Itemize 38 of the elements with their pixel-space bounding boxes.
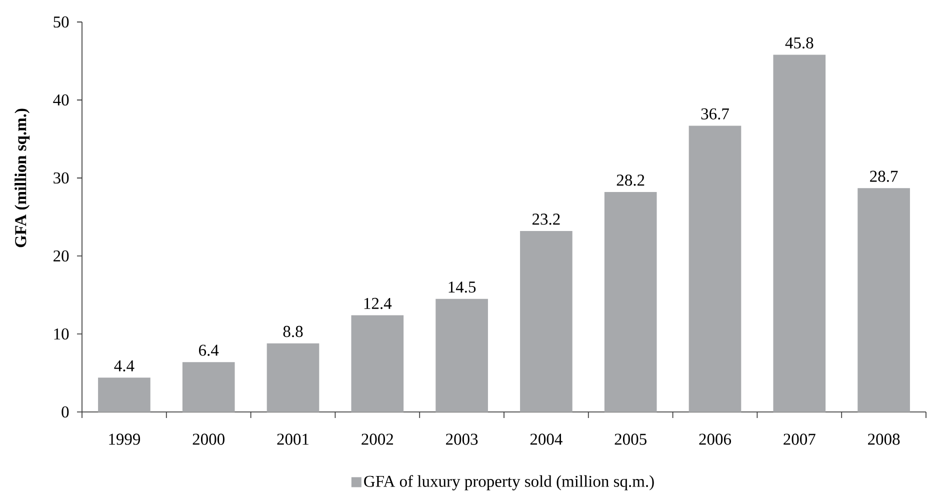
x-tick-label: 2007: [784, 434, 816, 445]
y-tick-label: 20: [54, 250, 69, 262]
bar: [98, 378, 150, 412]
bar: [266, 343, 320, 412]
bar: [351, 315, 404, 412]
x-tick-label: 2008: [868, 434, 900, 445]
x-tick-label: 2003: [446, 434, 478, 445]
data-label: 36.7: [701, 108, 729, 120]
x-tick-label: 2005: [614, 434, 646, 445]
y-tick-label: 50: [54, 16, 69, 28]
data-label: 8.8: [283, 326, 303, 338]
data-label: 14.5: [448, 282, 476, 293]
x-tick-label: 2004: [530, 434, 562, 445]
legend-label: GFA of luxury property sold (million sq.m.): [364, 475, 654, 490]
x-tick-label: 1999: [109, 434, 140, 445]
bar: [604, 192, 657, 412]
bar: [688, 126, 742, 412]
data-label: 45.8: [785, 37, 814, 49]
data-label: 12.4: [364, 298, 392, 310]
data-label: 28.2: [616, 174, 644, 186]
data-label: 23.2: [532, 214, 560, 225]
x-tick-label: 2006: [699, 434, 732, 445]
x-tick-label: 2000: [192, 434, 224, 445]
bar: [182, 362, 235, 412]
bar: [520, 231, 572, 412]
data-label: 28.7: [870, 170, 898, 182]
y-tick-label: 30: [54, 172, 69, 184]
bar: [773, 54, 826, 412]
x-tick-label: 2001: [277, 434, 309, 445]
x-tick-label: 2002: [362, 434, 393, 445]
y-tick-label: 40: [53, 94, 69, 106]
data-label: 4.4: [114, 360, 134, 372]
y-tick-label: 0: [62, 406, 69, 418]
data-label: 6.4: [199, 344, 219, 356]
bar: [858, 188, 910, 412]
y-tick-label: 10: [54, 328, 69, 340]
bar: [436, 298, 488, 412]
y-axis-title: GFA (million sq.m.): [14, 108, 30, 248]
